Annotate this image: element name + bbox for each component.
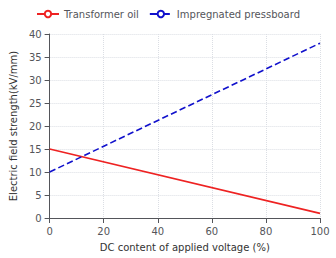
svg-text:15: 15 (29, 144, 42, 155)
svg-text:60: 60 (205, 226, 218, 237)
svg-text:5: 5 (35, 190, 41, 201)
svg-text:25: 25 (29, 98, 42, 109)
svg-text:10: 10 (29, 167, 42, 178)
svg-text:35: 35 (29, 52, 42, 63)
svg-text:0: 0 (46, 226, 52, 237)
svg-text:40: 40 (29, 29, 42, 40)
svg-text:30: 30 (29, 75, 42, 86)
svg-text:Impregnated pressboard: Impregnated pressboard (177, 9, 300, 20)
svg-text:DC content of applied voltage: DC content of applied voltage (%) (100, 242, 270, 253)
svg-text:Electric field strength(kV/mm): Electric field strength(kV/mm) (8, 51, 19, 201)
svg-text:100: 100 (310, 226, 329, 237)
svg-text:20: 20 (97, 226, 110, 237)
svg-text:80: 80 (260, 226, 273, 237)
svg-text:0: 0 (35, 213, 41, 224)
svg-text:20: 20 (29, 121, 42, 132)
svg-text:Transformer oil: Transformer oil (63, 9, 139, 20)
svg-text:40: 40 (151, 226, 164, 237)
